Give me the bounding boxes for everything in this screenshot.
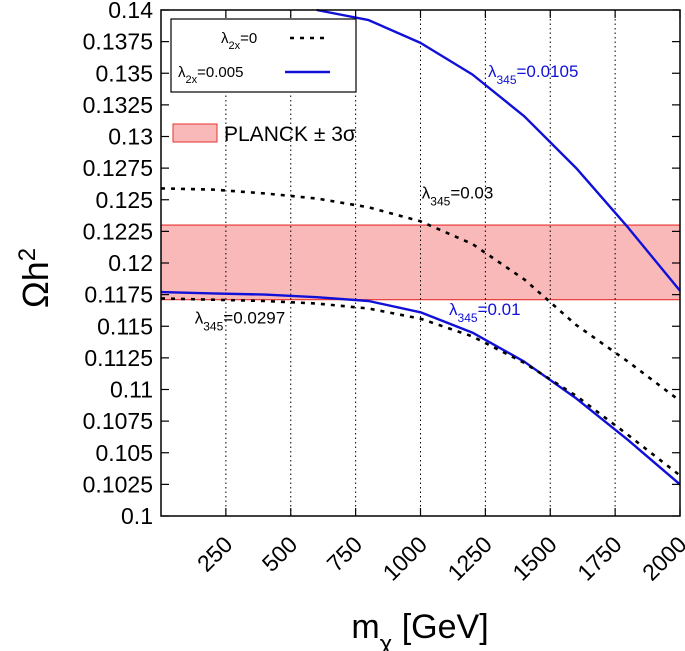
series-line-4	[160, 297, 681, 477]
x-axis-label-sub: χ	[380, 631, 393, 651]
x-tick-label: 1750	[572, 531, 627, 586]
y-tick-label: 0.125	[95, 187, 153, 213]
legend-label-lambda2x-0005: λ2x=0.005	[178, 64, 243, 86]
series-line-1	[316, 8, 681, 292]
x-axis-label-rest: [GeV]	[392, 608, 488, 646]
legend-label-lambda2x-0: λ2x=0	[221, 30, 257, 52]
x-tick-labels: 250 500 750 1000 1250 1500 1750 2000	[192, 531, 685, 586]
y-tick-label: 0.1025	[83, 471, 153, 497]
legend-box	[170, 18, 357, 93]
series-lines	[160, 8, 681, 486]
y-tick-label: 0.115	[97, 313, 153, 339]
x-tick-label: 250	[192, 531, 238, 577]
y-tick-label: 0.1175	[84, 282, 153, 308]
y-tick-label: 0.1275	[83, 155, 153, 181]
annotation-1: λ345=0.0105	[488, 62, 578, 87]
axis-ticks	[161, 9, 681, 517]
curve-annotations: λ345=0.0105 λ345=0.03 λ345=0.01 λ345=0.0297	[195, 62, 579, 334]
y-tick-labels: 0.1 0.1025 0.105 0.1075 0.11 0.1125 0.115 0.117…	[83, 0, 154, 529]
y-axis-label-main: Ωh	[15, 261, 56, 308]
x-axis-label-main: m	[351, 608, 379, 646]
legend: λ2x=0 λ2x=0.005	[170, 18, 357, 93]
annotation-3: λ345=0.01	[449, 300, 521, 325]
y-tick-label: 0.1	[121, 503, 153, 529]
band-legend-swatch	[172, 123, 218, 143]
y-tick-label: 0.1075	[83, 408, 153, 434]
y-tick-label: 0.11	[110, 377, 153, 403]
x-tick-label: 750	[322, 531, 368, 577]
x-tick-label: 1500	[507, 531, 562, 586]
x-tick-label: 2000	[637, 531, 685, 586]
x-tick-label: 1000	[377, 531, 432, 586]
band-legend-label: PLANCK ± 3σ	[224, 123, 356, 146]
y-tick-label: 0.1225	[83, 218, 153, 244]
y-tick-label: 0.14	[108, 0, 153, 23]
y-tick-label: 0.135	[95, 60, 153, 86]
band-legend: PLANCK ± 3σ	[172, 123, 356, 146]
x-axis-label: mχ [GeV]	[351, 608, 488, 651]
y-tick-label: 0.1375	[83, 29, 153, 55]
annotation-4: λ345=0.0297	[195, 309, 285, 334]
y-axis-label-sup: 2	[14, 248, 41, 261]
y-tick-label: 0.12	[108, 250, 153, 276]
x-tick-label: 500	[257, 531, 303, 577]
grid-lines	[225, 10, 616, 516]
y-tick-label: 0.105	[95, 440, 153, 466]
y-tick-label: 0.1325	[83, 92, 153, 118]
y-tick-label: 0.13	[108, 124, 153, 150]
y-axis-label: Ωh2	[14, 248, 57, 308]
series-line-3	[160, 290, 681, 486]
series-line-2	[160, 187, 681, 402]
y-tick-label: 0.1125	[84, 345, 153, 371]
x-tick-label: 1250	[442, 531, 497, 586]
annotation-2: λ345=0.03	[422, 183, 494, 208]
